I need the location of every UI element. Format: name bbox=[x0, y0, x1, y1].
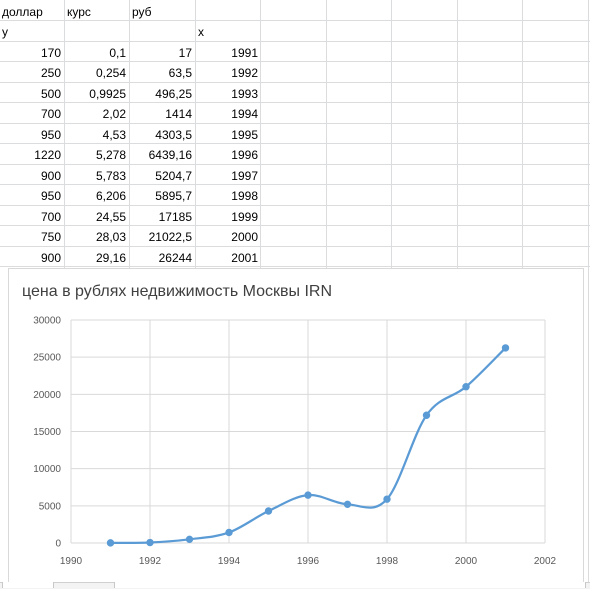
row-gridline bbox=[0, 164, 590, 165]
cell-rate[interactable]: 5,278 bbox=[95, 148, 126, 162]
cell-year[interactable]: 1991 bbox=[231, 46, 258, 60]
cell-rate[interactable]: 0,9925 bbox=[89, 87, 126, 101]
cell-rub[interactable]: 17185 bbox=[158, 210, 192, 224]
row-gridline bbox=[0, 41, 590, 42]
cell-year[interactable]: 1996 bbox=[231, 148, 258, 162]
cell-dollar[interactable]: 250 bbox=[40, 66, 61, 80]
cell-rub[interactable]: 63,5 bbox=[168, 66, 192, 80]
chart-title[interactable]: цена в рублях недвижимость Москвы IRN bbox=[22, 283, 333, 300]
row-gridline bbox=[0, 20, 590, 21]
cell-rate[interactable]: 0,1 bbox=[109, 46, 126, 60]
sheet-tab[interactable] bbox=[2, 582, 54, 588]
cell-rub[interactable]: 5895,7 bbox=[155, 189, 192, 203]
cell-rub[interactable]: 17 bbox=[178, 46, 192, 60]
header-cell-rub[interactable]: руб bbox=[132, 5, 152, 19]
cell-year[interactable]: 1997 bbox=[231, 169, 258, 183]
row-gridline bbox=[0, 205, 590, 206]
row-gridline bbox=[0, 246, 590, 247]
cell-rate[interactable]: 5,783 bbox=[95, 169, 126, 183]
cell-rate[interactable]: 29,16 bbox=[95, 251, 126, 265]
column-gridline bbox=[588, 0, 589, 588]
cell-rub[interactable]: 5204,7 bbox=[155, 169, 192, 183]
cell-rub[interactable]: 4303,5 bbox=[155, 128, 192, 142]
cell-rate[interactable]: 24,55 bbox=[95, 210, 126, 224]
cell-dollar[interactable]: 500 bbox=[40, 87, 61, 101]
cell-dollar[interactable]: 700 bbox=[40, 210, 61, 224]
cell-year[interactable]: 2000 bbox=[231, 230, 258, 244]
cell-rate[interactable]: 2,02 bbox=[102, 107, 126, 121]
cell-rub[interactable]: 21022,5 bbox=[148, 230, 192, 244]
cell-dollar[interactable]: 900 bbox=[40, 169, 61, 183]
cell-year[interactable]: 1999 bbox=[231, 210, 258, 224]
row-gridline bbox=[0, 184, 590, 185]
embedded-chart[interactable] bbox=[8, 268, 584, 584]
label-cell-y[interactable]: y bbox=[2, 25, 8, 39]
cell-rate[interactable]: 6,206 bbox=[95, 189, 126, 203]
row-gridline bbox=[0, 82, 590, 83]
cell-year[interactable]: 2001 bbox=[231, 251, 258, 265]
label-cell-x[interactable]: x bbox=[198, 25, 204, 39]
header-cell-rate[interactable]: курс bbox=[67, 5, 91, 19]
cell-rub[interactable]: 6439,16 bbox=[148, 148, 192, 162]
cell-year[interactable]: 1998 bbox=[231, 189, 258, 203]
row-gridline bbox=[0, 61, 590, 62]
row-gridline bbox=[0, 143, 590, 144]
cell-year[interactable]: 1995 bbox=[231, 128, 258, 142]
cell-dollar[interactable]: 950 bbox=[40, 189, 61, 203]
cell-rate[interactable]: 28,03 bbox=[95, 230, 126, 244]
row-gridline bbox=[0, 102, 590, 103]
cell-dollar[interactable]: 700 bbox=[40, 107, 61, 121]
cell-dollar[interactable]: 950 bbox=[40, 128, 61, 142]
cell-rate[interactable]: 0,254 bbox=[95, 66, 126, 80]
cell-rub[interactable]: 26244 bbox=[158, 251, 192, 265]
header-cell-dollar[interactable]: доллар bbox=[2, 5, 43, 19]
cell-year[interactable]: 1992 bbox=[231, 66, 258, 80]
cell-dollar[interactable]: 1220 bbox=[34, 148, 61, 162]
row-gridline bbox=[0, 123, 590, 124]
row-gridline bbox=[0, 266, 590, 267]
cell-dollar[interactable]: 750 bbox=[40, 230, 61, 244]
cell-rub[interactable]: 496,25 bbox=[155, 87, 192, 101]
cell-year[interactable]: 1993 bbox=[231, 87, 258, 101]
row-gridline bbox=[0, 225, 590, 226]
cell-rate[interactable]: 4,53 bbox=[102, 128, 126, 142]
cell-dollar[interactable]: 900 bbox=[40, 251, 61, 265]
horizontal-scrollbar[interactable] bbox=[114, 582, 586, 588]
cell-year[interactable]: 1994 bbox=[231, 107, 258, 121]
cell-dollar[interactable]: 170 bbox=[40, 46, 61, 60]
cell-rub[interactable]: 1414 bbox=[165, 107, 192, 121]
